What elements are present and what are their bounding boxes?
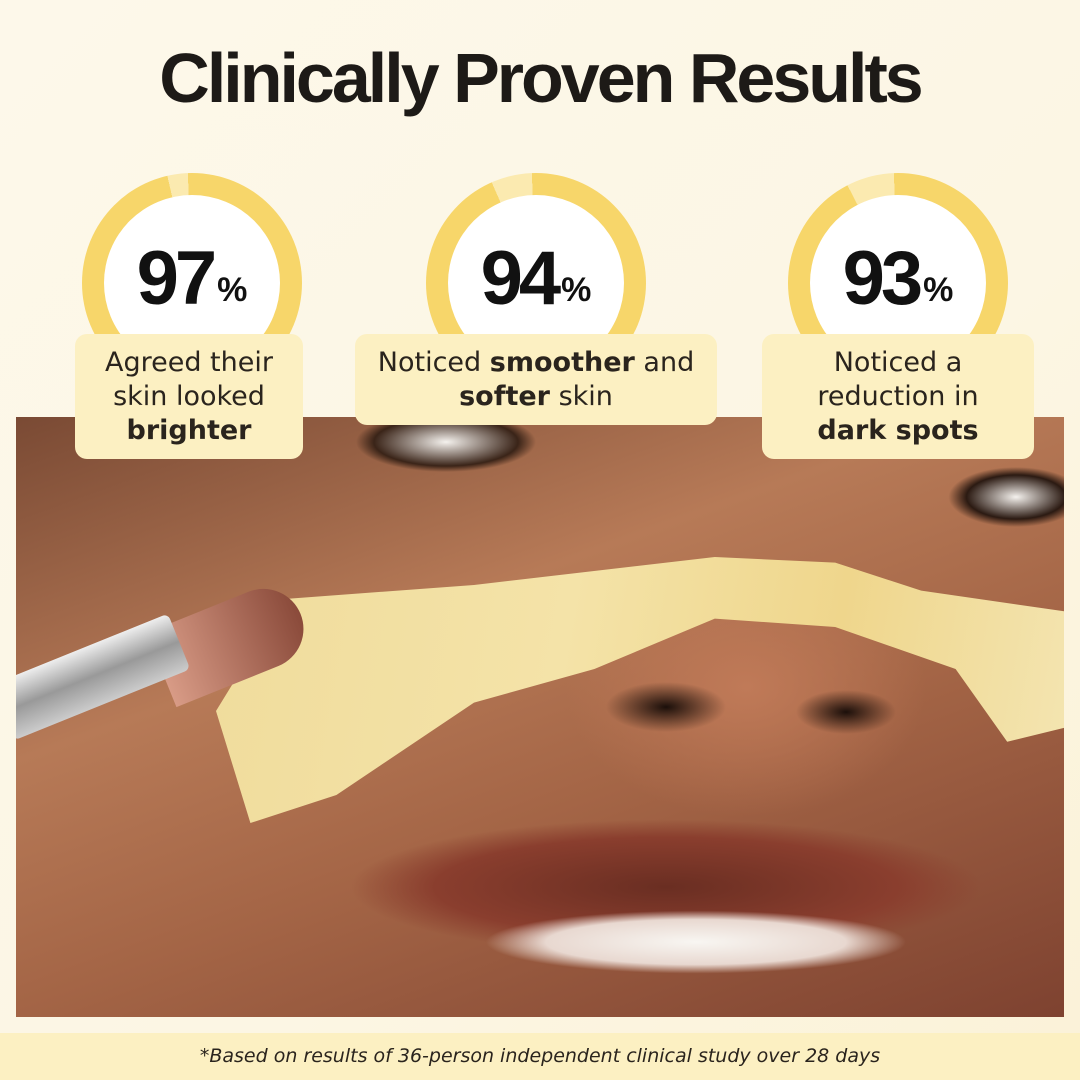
caption-bold: softer: [459, 380, 550, 412]
stat-caption-dark-spots: Noticed a reduction in dark spots: [762, 334, 1034, 459]
page-title: Clinically Proven Results: [159, 39, 923, 117]
stat-number: 97: [136, 235, 218, 321]
stat-caption-brighter: Agreed their skin looked brighter: [75, 334, 303, 459]
percent-sign: %: [217, 270, 248, 309]
caption-bold: brighter: [126, 414, 252, 446]
caption-text: skin: [558, 380, 613, 412]
percent-sign: %: [561, 270, 592, 309]
footnote: *Based on results of 36-person independe…: [0, 1033, 1080, 1080]
caption-bold: smoother: [489, 346, 635, 378]
percent-sign: %: [923, 270, 954, 309]
caption-text: Agreed their skin looked: [105, 346, 273, 412]
caption-text: and: [643, 346, 695, 378]
caption-bold: dark spots: [817, 414, 979, 446]
caption-text: Noticed a reduction in: [817, 346, 979, 412]
stat-caption-smoother: Noticed smoother and softer skin: [355, 334, 717, 425]
stat-number: 94: [480, 235, 562, 321]
product-photo-face: [16, 417, 1064, 1017]
brush-handle: [16, 613, 191, 741]
face-mask-cream: [216, 557, 1064, 823]
caption-text: Noticed: [377, 346, 482, 378]
stat-number: 93: [842, 235, 924, 321]
